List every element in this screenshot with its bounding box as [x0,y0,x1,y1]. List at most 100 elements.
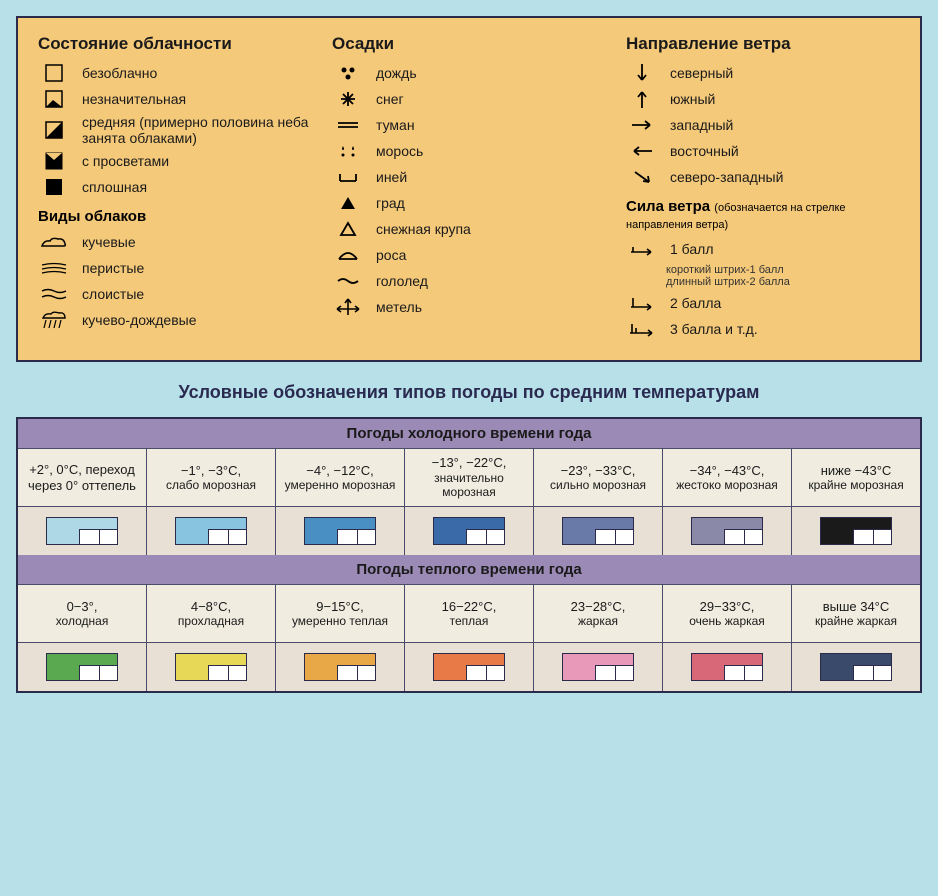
temp-cell: 29−33°C,очень жаркая [663,585,792,691]
legend-row: гололед [332,270,606,292]
legend-label: перистые [82,260,144,276]
legend-label: восточный [670,143,739,159]
legend-label: северный [670,65,733,81]
legend-label: сплошная [82,179,147,195]
cloud-types-title: Виды облаков [38,208,312,225]
force-subnote1: короткий штрих-1 балл [666,264,900,276]
col-precip: Осадки дождь снег туман морось иней [332,34,606,344]
legend-row: слоистые [38,283,312,305]
swatch-wrap [792,507,920,555]
swatch-wrap [276,507,404,555]
temp-cell: −1°, −3°C,слабо морозная [147,449,276,555]
temp-cell-text: 0−3°,холодная [18,585,146,643]
box-diag-icon [38,119,70,141]
temp-caption: Условные обозначения типов погоды по сре… [16,382,922,403]
legend-row: туман [332,114,606,136]
temp-cell: −23°, −33°C,сильно морозная [534,449,663,555]
arrow-s-icon [626,88,658,110]
precip-title: Осадки [332,34,606,54]
legend-row: перистые [38,257,312,279]
color-swatch [433,653,505,681]
color-swatch [46,653,118,681]
arrow-n-icon [626,62,658,84]
legend-row: западный [626,114,900,136]
snowflake-icon [332,88,364,110]
legend-row: 2 балла [626,292,900,314]
cold-season-header: Погоды холодного времени года [18,419,920,449]
legend-label: гололед [376,273,428,289]
legend-label: южный [670,91,715,107]
legend-row: кучево-дождевые [38,309,312,331]
swatch-wrap [663,643,791,691]
legend-row: с просветами [38,150,312,172]
blizzard-icon [332,296,364,318]
dots-rain-icon [332,62,364,84]
fog-lines-icon [332,114,364,136]
col-wind: Направление ветра северный южный западны… [626,34,900,344]
ice-icon [332,270,364,292]
color-swatch [175,653,247,681]
temp-cell: 23−28°C,жаркая [534,585,663,691]
legend-row: южный [626,88,900,110]
legend-row: северо-западный [626,166,900,188]
snow-tri-icon [332,218,364,240]
cloud-cirrus-icon [38,257,70,279]
dew-icon [332,244,364,266]
temp-cell: −34°, −43°C,жестоко морозная [663,449,792,555]
legend-label: с просветами [82,153,169,169]
legend-label: безоблачно [82,65,157,81]
legend-row: иней [332,166,606,188]
force-3-icon [626,318,658,340]
color-swatch [175,517,247,545]
color-swatch [562,517,634,545]
temp-cell: −13°, −22°C,значительно морозная [405,449,534,555]
color-swatch [820,517,892,545]
legend-row: средняя (примерно половина неба занята о… [38,114,312,146]
legend-label: метель [376,299,422,315]
swatch-wrap [147,507,275,555]
legend-label: кучево-дождевые [82,312,197,328]
box-tri-icon [38,150,70,172]
cloudiness-title: Состояние облачности [38,34,312,54]
hail-tri-icon [332,192,364,214]
legend-label: морось [376,143,423,159]
cold-cells-row: +2°, 0°C, переход через 0° оттепель−1°, … [18,449,920,555]
arrow-nw-icon [626,166,658,188]
legend-row: сплошная [38,176,312,198]
temp-cell: 9−15°C,умеренно теплая [276,585,405,691]
warm-cells-row: 0−3°,холодная4−8°C,прохладная9−15°C,умер… [18,585,920,691]
swatch-wrap [276,643,404,691]
color-swatch [820,653,892,681]
temp-cell: выше 34°Cкрайне жаркая [792,585,920,691]
color-swatch [691,653,763,681]
swatch-wrap [405,507,533,555]
swatch-wrap [18,643,146,691]
swatch-wrap [534,643,662,691]
legend-row: восточный [626,140,900,162]
col-cloudiness: Состояние облачности безоблачно незначит… [38,34,312,344]
temp-cell-text: −13°, −22°C,значительно морозная [405,449,533,507]
temp-cell-text: 4−8°C,прохладная [147,585,275,643]
arrow-w-icon [626,114,658,136]
arrow-e-icon [626,140,658,162]
legend-label: снег [376,91,404,107]
force-1-icon [626,238,658,260]
legend-label: иней [376,169,407,185]
temp-cell-text: +2°, 0°C, переход через 0° оттепель [18,449,146,507]
swatch-wrap [792,643,920,691]
legend-label: 1 балл [670,241,714,257]
force-2-icon [626,292,658,314]
legend-label: средняя (примерно половина неба занята о… [82,114,312,146]
legend-row: кучевые [38,231,312,253]
legend-row: снежная крупа [332,218,606,240]
cloud-rain-icon [38,309,70,331]
legend-label: град [376,195,405,211]
legend-row: безоблачно [38,62,312,84]
legend-row: северный [626,62,900,84]
legend-label: кучевые [82,234,136,250]
color-swatch [691,517,763,545]
wind-force-title: Сила ветра (обозначается на стрелке напр… [626,198,900,232]
temp-cell-text: −1°, −3°C,слабо морозная [147,449,275,507]
temp-cell: −4°, −12°C,умеренно морозная [276,449,405,555]
legend-row: роса [332,244,606,266]
